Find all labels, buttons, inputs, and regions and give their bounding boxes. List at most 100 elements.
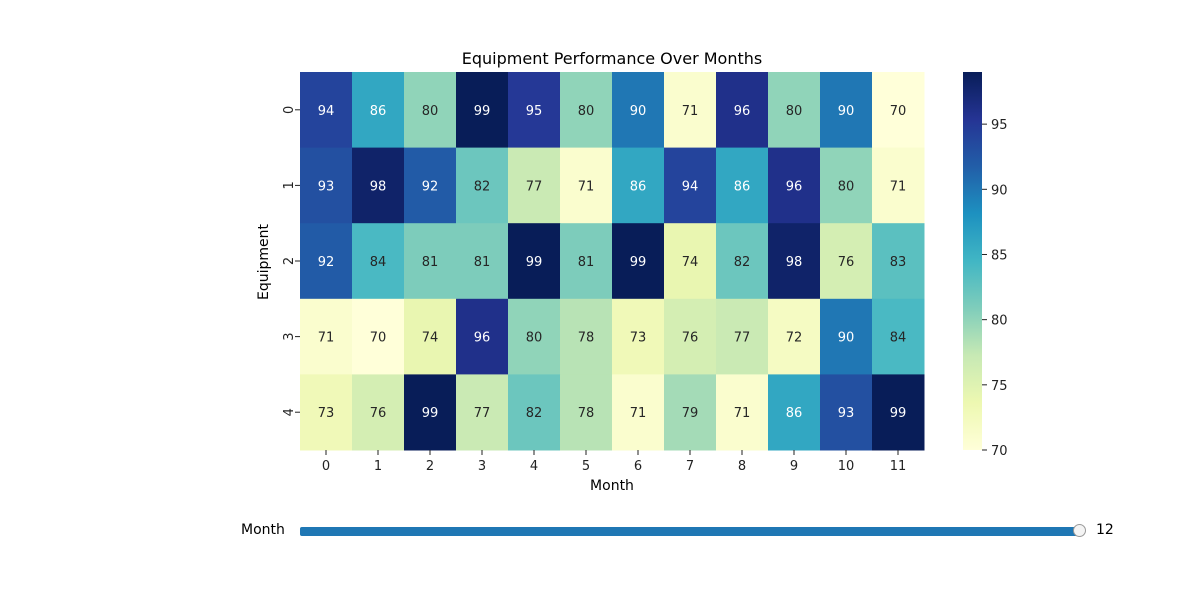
cell-value-label: 81 — [578, 255, 595, 270]
heatmap-cell — [716, 374, 769, 451]
cell-value-label: 80 — [578, 104, 595, 119]
x-axis-label: Month — [590, 478, 634, 494]
cell-value-label: 99 — [630, 255, 647, 270]
cell-value-label: 99 — [890, 406, 907, 421]
x-tick-label: 3 — [478, 459, 486, 474]
cell-value-label: 90 — [838, 331, 855, 346]
cell-value-label: 82 — [734, 255, 751, 270]
cell-value-label: 70 — [370, 331, 387, 346]
cell-value-label: 99 — [422, 406, 439, 421]
colorbar-tick-label: 90 — [991, 183, 1008, 198]
colorbar-ticks: 70 75 80 85 90 95 — [982, 118, 1008, 459]
cell-value-label: 77 — [474, 406, 491, 421]
cell-value-label: 82 — [526, 406, 543, 421]
heatmap-cell — [352, 298, 405, 375]
colorbar-tick-label: 80 — [991, 314, 1008, 329]
cell-value-label: 98 — [786, 255, 803, 270]
heatmap-cell — [404, 72, 457, 149]
cell-value-label: 86 — [630, 179, 647, 194]
heatmap-cell — [404, 374, 457, 451]
x-tick-label: 4 — [530, 459, 538, 474]
cell-value-label: 73 — [318, 406, 335, 421]
cell-value-label: 83 — [890, 255, 907, 270]
cell-value-label: 96 — [786, 179, 803, 194]
heatmap-cell — [300, 223, 353, 300]
heatmap-cell — [560, 223, 613, 300]
cell-value-label: 73 — [630, 331, 647, 346]
heatmap-cell — [768, 223, 821, 300]
cell-value-label: 81 — [422, 255, 439, 270]
cell-value-label: 99 — [474, 104, 491, 119]
cell-value-label: 74 — [422, 331, 439, 346]
y-tick-label: 1 — [282, 181, 297, 189]
month-slider[interactable] — [300, 524, 1086, 537]
cell-value-label: 90 — [838, 104, 855, 119]
heatmap-cell — [456, 298, 509, 375]
cell-value-label: 74 — [682, 255, 699, 270]
cell-value-label: 86 — [786, 406, 803, 421]
heatmap-cell — [820, 72, 873, 149]
x-axis-ticks: 0 1 2 3 4 5 6 7 8 9 10 11 — [322, 450, 906, 474]
cell-value-label: 71 — [630, 406, 647, 421]
heatmap-cell — [508, 72, 561, 149]
colorbar-tick-label: 95 — [991, 118, 1008, 133]
heatmap-cell — [352, 374, 405, 451]
cell-value-label: 78 — [578, 406, 595, 421]
heatmap-cell — [456, 147, 509, 224]
heatmap-cell — [300, 72, 353, 149]
heatmap-cell — [820, 298, 873, 375]
cell-value-label: 77 — [734, 331, 751, 346]
x-tick-label: 9 — [790, 459, 798, 474]
heatmap-cell — [300, 147, 353, 224]
cell-value-label: 71 — [890, 179, 907, 194]
cell-value-label: 70 — [890, 104, 907, 119]
heatmap-cell — [560, 147, 613, 224]
cell-value-label: 71 — [682, 104, 699, 119]
heatmap-cell — [664, 72, 717, 149]
cell-value-label: 80 — [526, 331, 543, 346]
cell-value-label: 92 — [318, 255, 335, 270]
cell-value-label: 76 — [838, 255, 855, 270]
y-tick-label: 0 — [282, 106, 297, 114]
colorbar — [963, 72, 982, 450]
heatmap-cell — [716, 223, 769, 300]
slider-handle[interactable] — [1073, 524, 1086, 537]
heatmap-cell — [300, 374, 353, 451]
heatmap-cell — [872, 298, 925, 375]
y-tick-label: 4 — [282, 408, 297, 416]
x-tick-label: 8 — [738, 459, 746, 474]
heatmap-cell — [456, 72, 509, 149]
colorbar-tick-label: 85 — [991, 248, 1008, 263]
heatmap-cell — [560, 374, 613, 451]
x-tick-label: 11 — [890, 459, 907, 474]
cell-value-label: 80 — [786, 104, 803, 119]
cell-value-label: 96 — [474, 331, 491, 346]
heatmap-cell — [872, 72, 925, 149]
heatmap-cell — [820, 374, 873, 451]
y-tick-label: 3 — [282, 332, 297, 340]
x-tick-label: 6 — [634, 459, 642, 474]
y-axis-ticks: 0 1 2 3 4 — [282, 106, 300, 416]
x-tick-label: 7 — [686, 459, 694, 474]
cell-value-label: 93 — [318, 179, 335, 194]
colorbar-tick-label: 75 — [991, 379, 1008, 394]
heatmap-cell — [872, 147, 925, 224]
heatmap-cell — [768, 72, 821, 149]
heatmap-cell — [404, 147, 457, 224]
slider-fill — [300, 527, 1080, 536]
cell-value-label: 95 — [526, 104, 543, 119]
heatmap-cell — [768, 374, 821, 451]
heatmap-cell — [508, 374, 561, 451]
heatmap-cell — [352, 147, 405, 224]
cell-value-label: 98 — [370, 179, 387, 194]
cell-value-label: 93 — [838, 406, 855, 421]
heatmap-cell — [872, 374, 925, 451]
y-tick-label: 2 — [282, 257, 297, 265]
cell-value-label: 71 — [578, 179, 595, 194]
heatmap-cell — [820, 147, 873, 224]
cell-value-label: 82 — [474, 179, 491, 194]
heatmap-cell — [612, 374, 665, 451]
cell-value-label: 96 — [734, 104, 751, 119]
cell-value-label: 90 — [630, 104, 647, 119]
